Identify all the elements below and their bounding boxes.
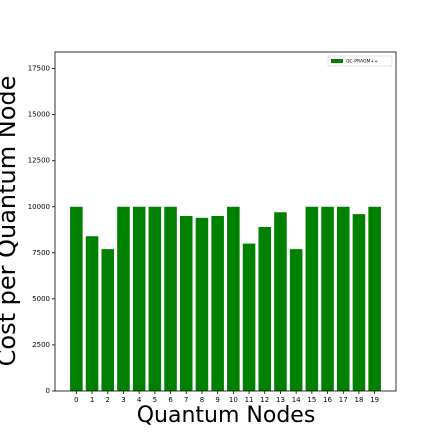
bar bbox=[164, 206, 177, 391]
bar bbox=[70, 206, 83, 391]
bar bbox=[148, 206, 162, 391]
x-tick-label: 0 bbox=[74, 396, 78, 404]
x-tick-label: 5 bbox=[153, 396, 157, 404]
bar bbox=[368, 206, 381, 391]
y-tick-label: 0 bbox=[46, 387, 50, 395]
bar bbox=[227, 206, 240, 391]
y-tick-label: 12500 bbox=[28, 157, 50, 165]
y-tick-label: 17500 bbox=[28, 65, 50, 73]
bar bbox=[274, 212, 287, 391]
x-tick-label: 8 bbox=[200, 396, 204, 404]
bar bbox=[211, 215, 224, 391]
x-tick-label: 6 bbox=[168, 396, 173, 404]
x-axis-label: Quantum Nodes bbox=[137, 403, 316, 428]
x-tick-label: 3 bbox=[121, 396, 125, 404]
x-tick-label: 18 bbox=[354, 396, 363, 404]
x-tick-label: 7 bbox=[184, 396, 188, 404]
x-tick-label: 14 bbox=[292, 396, 301, 404]
x-tick-label: 17 bbox=[339, 396, 348, 404]
y-axis-label: Cost per Quantum Node bbox=[0, 76, 21, 367]
legend-box bbox=[327, 55, 393, 67]
bar bbox=[101, 249, 115, 391]
plot-frame bbox=[54, 51, 397, 392]
x-tick-label: 9 bbox=[215, 396, 219, 404]
y-tick-label: 2500 bbox=[32, 341, 50, 349]
bar bbox=[179, 215, 193, 391]
y-tick-label: 5000 bbox=[32, 295, 50, 303]
bar bbox=[242, 243, 256, 391]
y-tick-label: 10000 bbox=[28, 203, 50, 211]
bar bbox=[289, 249, 303, 391]
legend-swatch bbox=[331, 59, 343, 63]
y-tick-label: 15000 bbox=[28, 111, 50, 119]
bar bbox=[117, 206, 130, 391]
bar bbox=[195, 217, 209, 391]
x-tick-label: 12 bbox=[260, 396, 269, 404]
x-tick-label: 16 bbox=[323, 396, 332, 404]
bar bbox=[85, 236, 99, 391]
x-tick-label: 11 bbox=[245, 396, 254, 404]
x-tick-label: 1 bbox=[90, 396, 94, 404]
x-tick-label: 2 bbox=[106, 396, 110, 404]
y-tick-label: 7500 bbox=[32, 249, 50, 257]
bar bbox=[305, 206, 319, 391]
x-tick-label: 4 bbox=[137, 396, 142, 404]
bar bbox=[352, 214, 366, 391]
x-tick-label: 15 bbox=[307, 396, 316, 404]
bar bbox=[132, 206, 146, 391]
x-tick-label: 13 bbox=[276, 396, 285, 404]
x-tick-label: 19 bbox=[370, 396, 379, 404]
x-tick-label: 10 bbox=[229, 396, 238, 404]
bar bbox=[321, 206, 334, 391]
bar bbox=[258, 227, 272, 391]
legend-label: QC-PRAGM++ bbox=[346, 59, 378, 65]
bar bbox=[336, 206, 350, 391]
